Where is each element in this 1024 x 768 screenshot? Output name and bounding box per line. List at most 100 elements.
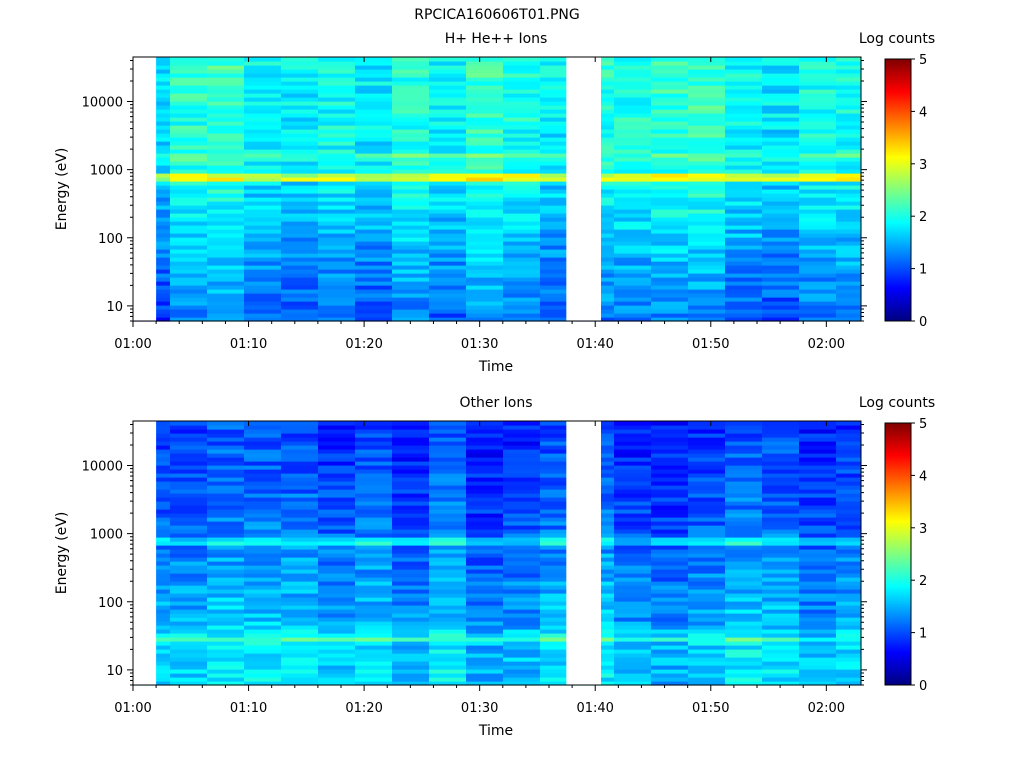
heatmap-cell (466, 85, 504, 90)
heatmap-cell (207, 213, 245, 218)
heatmap-cell (762, 473, 800, 478)
heatmap-cell (318, 453, 356, 458)
heatmap-cell (244, 197, 282, 202)
heatmap-cell (466, 433, 504, 438)
heatmap-cell (392, 197, 430, 202)
heatmap-cell (614, 621, 652, 626)
heatmap-cell (281, 221, 319, 226)
heatmap-cell (392, 245, 430, 250)
heatmap-cell (170, 589, 208, 594)
heatmap-cell (207, 457, 245, 462)
heatmap-cell (725, 453, 763, 458)
heatmap-cell (207, 133, 245, 138)
heatmap-cell (429, 221, 467, 226)
heatmap-cell (540, 597, 578, 602)
heatmap-cell (540, 429, 578, 434)
heatmap-cell (651, 521, 689, 526)
heatmap-cell (429, 669, 467, 674)
heatmap-cell (466, 613, 504, 618)
heatmap-cell (651, 165, 689, 170)
heatmap-cell (355, 125, 393, 130)
heatmap-cell (392, 433, 430, 438)
heatmap-cell (836, 185, 862, 190)
heatmap-cell (503, 597, 541, 602)
heatmap-cell (799, 257, 837, 262)
heatmap-cell (244, 81, 282, 86)
heatmap-cell (799, 145, 837, 150)
heatmap-cell (836, 465, 862, 470)
heatmap-cell (799, 533, 837, 538)
heatmap-cell (318, 589, 356, 594)
heatmap-cell (762, 633, 800, 638)
heatmap-cell (244, 137, 282, 142)
heatmap-cell (318, 201, 356, 206)
heatmap-cell (318, 237, 356, 242)
panel-h-he-ions: H+ He++ Ions 01:00 01:10 01:20 01:30 01:40 01… (54, 31, 935, 375)
heatmap-cell (281, 137, 319, 142)
heatmap-cell (651, 257, 689, 262)
heatmap-cell (540, 113, 578, 118)
heatmap-cell (318, 445, 356, 450)
heatmap-cell (762, 205, 800, 210)
heatmap-cell (429, 317, 467, 322)
heatmap-cell (651, 201, 689, 206)
heatmap-cell (688, 441, 726, 446)
heatmap-cell (540, 433, 578, 438)
heatmap-cell (318, 213, 356, 218)
heatmap-cell (762, 305, 800, 310)
heatmap-cell (836, 601, 862, 606)
heatmap-cell (540, 601, 578, 606)
heatmap-cell (836, 161, 862, 166)
heatmap-cell (725, 477, 763, 482)
heatmap-cell (503, 161, 541, 166)
x-tick-label: 01:30 (461, 701, 498, 716)
heatmap-cell (688, 177, 726, 182)
heatmap-cell (688, 309, 726, 314)
heatmap-cell (318, 513, 356, 518)
heatmap-cell (651, 525, 689, 530)
heatmap-cell (318, 601, 356, 606)
heatmap-cell (429, 101, 467, 106)
heatmap-cell (725, 305, 763, 310)
heatmap-cell (688, 101, 726, 106)
heatmap-cell (503, 505, 541, 510)
heatmap-cell (725, 89, 763, 94)
heatmap-cell (429, 517, 467, 522)
heatmap-cell (170, 629, 208, 634)
heatmap-cell (429, 489, 467, 494)
heatmap-cell (688, 541, 726, 546)
heatmap-cell (244, 493, 282, 498)
heatmap-cell (318, 561, 356, 566)
heatmap-cell (244, 485, 282, 490)
heatmap-cell (429, 241, 467, 246)
heatmap-cell (725, 537, 763, 542)
heatmap-cell (614, 553, 652, 558)
heatmap-cell (244, 149, 282, 154)
heatmap-cell (799, 73, 837, 78)
heatmap-cell (207, 165, 245, 170)
x-tick-label: 02:00 (808, 701, 845, 716)
heatmap-cell (207, 101, 245, 106)
heatmap-cell (614, 645, 652, 650)
heatmap-cell (466, 477, 504, 482)
heatmap-cell (836, 569, 862, 574)
heatmap-cell (281, 585, 319, 590)
heatmap-cell (725, 437, 763, 442)
heatmap-cell (466, 149, 504, 154)
heatmap-cell (503, 273, 541, 278)
heatmap-cell (392, 449, 430, 454)
heatmap-cell (170, 537, 208, 542)
heatmap-cell (207, 561, 245, 566)
heatmap-cell (725, 521, 763, 526)
heatmap-cell (503, 645, 541, 650)
heatmap-cell (725, 125, 763, 130)
heatmap-cell (244, 69, 282, 74)
heatmap-cell (762, 253, 800, 258)
heatmap-cell (688, 145, 726, 150)
heatmap-cell (392, 561, 430, 566)
heatmap-cell (244, 217, 282, 222)
heatmap-cell (725, 73, 763, 78)
heatmap-cell (429, 445, 467, 450)
heatmap-cell (318, 573, 356, 578)
heatmap-cell (207, 601, 245, 606)
